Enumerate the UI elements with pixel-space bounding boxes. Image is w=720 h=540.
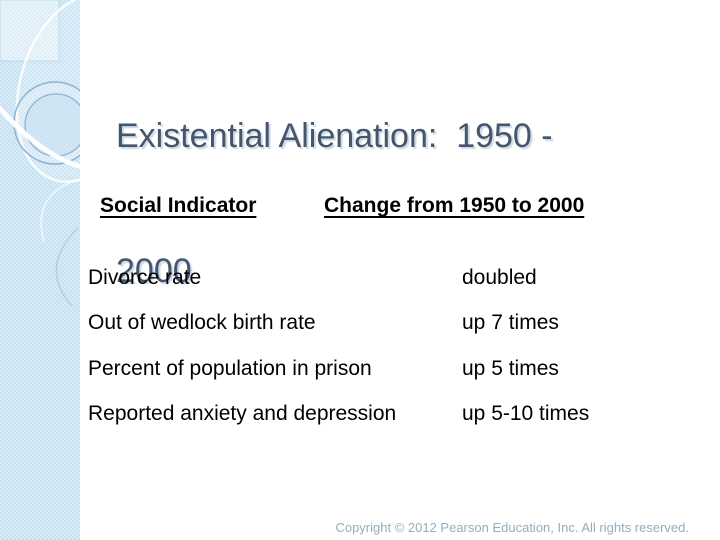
column-header-change: Change from 1950 to 2000 [324,194,585,217]
change-cell: up 7 times [462,311,559,334]
indicator-cell: Percent of population in prison [88,357,372,380]
change-cell: up 5 times [462,357,559,380]
page-title: Existential Alienation: 1950 - 2000 [116,24,696,384]
indicator-cell: Divorce rate [88,266,202,289]
change-cell: up 5-10 times [462,402,590,425]
copyright-notice: Copyright © 2012 Pearson Education, Inc.… [335,520,689,535]
title-line-2: 2000 [116,252,192,290]
indicator-cell: Out of wedlock birth rate [88,311,316,334]
column-header-social-indicator: Social Indicator [100,194,257,217]
title-line-1: Existential Alienation: 1950 - [116,117,553,155]
decorative-sidebar [0,0,80,540]
change-cell: doubled [462,266,537,289]
circles-ornament-icon [0,0,80,307]
indicator-cell: Reported anxiety and depression [88,402,397,425]
